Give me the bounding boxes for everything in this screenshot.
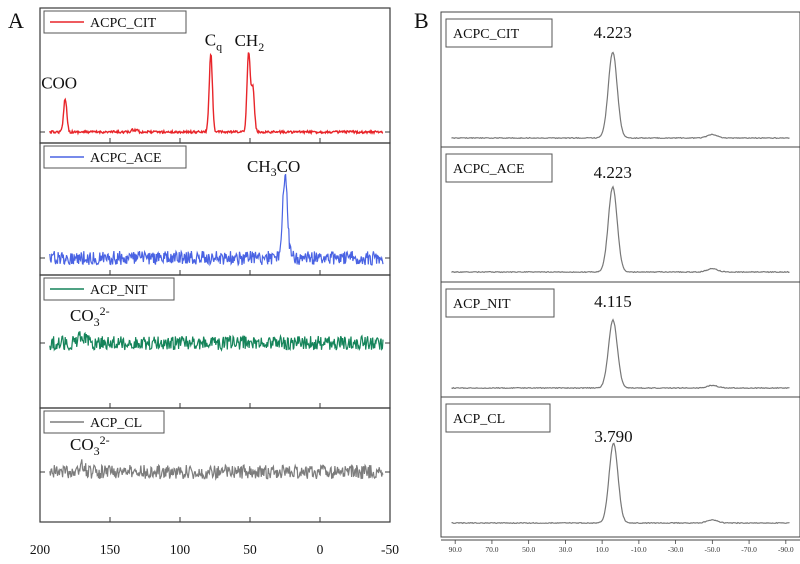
legend-label: ACPC_ACE bbox=[90, 151, 162, 166]
legend-box bbox=[445, 153, 553, 183]
series-line bbox=[451, 51, 790, 140]
series-line bbox=[451, 318, 790, 390]
peak-label: COO bbox=[41, 73, 77, 92]
x-tick-label: 0 bbox=[317, 542, 324, 557]
panel-a: A ACPC_CIT COO Cq CH2 ACPC_ACE CH3CO ACP_NIT CO3… bbox=[8, 7, 399, 557]
peak-label: CH2 bbox=[235, 31, 265, 54]
peak-value-label: 4.223 bbox=[594, 23, 632, 42]
x-tick-label: -90.0 bbox=[778, 545, 794, 554]
peak-value-label: 4.115 bbox=[594, 292, 632, 311]
plot-frame bbox=[39, 407, 391, 523]
legend-box bbox=[43, 410, 165, 434]
panel-letter-a: A bbox=[8, 8, 24, 33]
spectrum-a-acp-nit: ACP_NIT CO32- bbox=[39, 274, 391, 409]
x-tick-label: 200 bbox=[30, 542, 51, 557]
x-tick-label: 90.0 bbox=[449, 545, 462, 554]
legend: ACP_CL bbox=[43, 410, 165, 434]
x-tick-label: -50 bbox=[381, 542, 399, 557]
series-line bbox=[451, 185, 790, 274]
x-tick-label: 30.0 bbox=[559, 545, 572, 554]
series-line bbox=[451, 442, 790, 525]
legend: ACPC_CIT bbox=[43, 10, 187, 34]
x-tick-label: 100 bbox=[170, 542, 191, 557]
legend-label: ACPC_CIT bbox=[453, 27, 520, 42]
x-tick-label: -10.0 bbox=[631, 545, 647, 554]
x-tick-label: -30.0 bbox=[668, 545, 684, 554]
x-tick-label: 50 bbox=[243, 542, 257, 557]
legend-box bbox=[43, 145, 187, 169]
peak-label: CO32- bbox=[70, 304, 110, 329]
x-tick-label: 50.0 bbox=[522, 545, 535, 554]
spectrum-a-acpc-ace: ACPC_ACE CH3CO bbox=[39, 142, 391, 276]
legend: ACPC_ACE bbox=[445, 153, 553, 183]
spectrum-a-acp-cl: ACP_CL CO32- bbox=[39, 407, 391, 523]
spectrum-b-acp-cl: ACP_CL 3.790 bbox=[440, 396, 800, 538]
x-tick-label: -70.0 bbox=[741, 545, 757, 554]
legend-box bbox=[445, 403, 551, 433]
spectrum-b-acpc-ace: ACPC_ACE 4.223 bbox=[440, 146, 800, 283]
peak-value-label: 4.223 bbox=[594, 163, 632, 182]
x-tick-label: 70.0 bbox=[485, 545, 498, 554]
legend-box bbox=[445, 288, 555, 318]
legend: ACP_NIT bbox=[43, 277, 175, 301]
legend-label: ACP_CL bbox=[90, 416, 142, 431]
series-line bbox=[49, 331, 384, 352]
spectrum-b-acp-nit: ACP_NIT 4.115 bbox=[440, 281, 800, 398]
legend-label: ACP_NIT bbox=[90, 283, 148, 298]
peak-label: CH3CO bbox=[247, 157, 300, 179]
peak-value-label: 3.790 bbox=[594, 427, 632, 446]
x-tick-label: 10.0 bbox=[596, 545, 609, 554]
legend-label: ACP_CL bbox=[453, 412, 505, 427]
spectrum-a-acpc-cit: ACPC_CIT COO Cq CH2 bbox=[39, 7, 391, 144]
legend-label: ACP_NIT bbox=[453, 297, 511, 312]
legend-label: ACPC_ACE bbox=[453, 162, 525, 177]
x-tick-label: 150 bbox=[100, 542, 121, 557]
legend-box bbox=[43, 277, 175, 301]
legend-box bbox=[43, 10, 187, 34]
x-tick-label: -50.0 bbox=[705, 545, 721, 554]
legend-label: ACPC_CIT bbox=[90, 16, 157, 31]
legend-box bbox=[445, 18, 553, 48]
series-line bbox=[49, 173, 384, 267]
legend: ACP_CL bbox=[445, 403, 551, 433]
legend: ACPC_CIT bbox=[445, 18, 553, 48]
series-line bbox=[49, 52, 384, 136]
series-line bbox=[49, 459, 384, 481]
legend: ACPC_ACE bbox=[43, 145, 187, 169]
panel-letter-b: B bbox=[414, 8, 429, 33]
peak-label: Cq bbox=[205, 31, 222, 54]
spectrum-b-acpc-cit: ACPC_CIT 4.223 bbox=[440, 11, 800, 148]
peak-label: CO32- bbox=[70, 433, 110, 458]
legend: ACP_NIT bbox=[445, 288, 555, 318]
